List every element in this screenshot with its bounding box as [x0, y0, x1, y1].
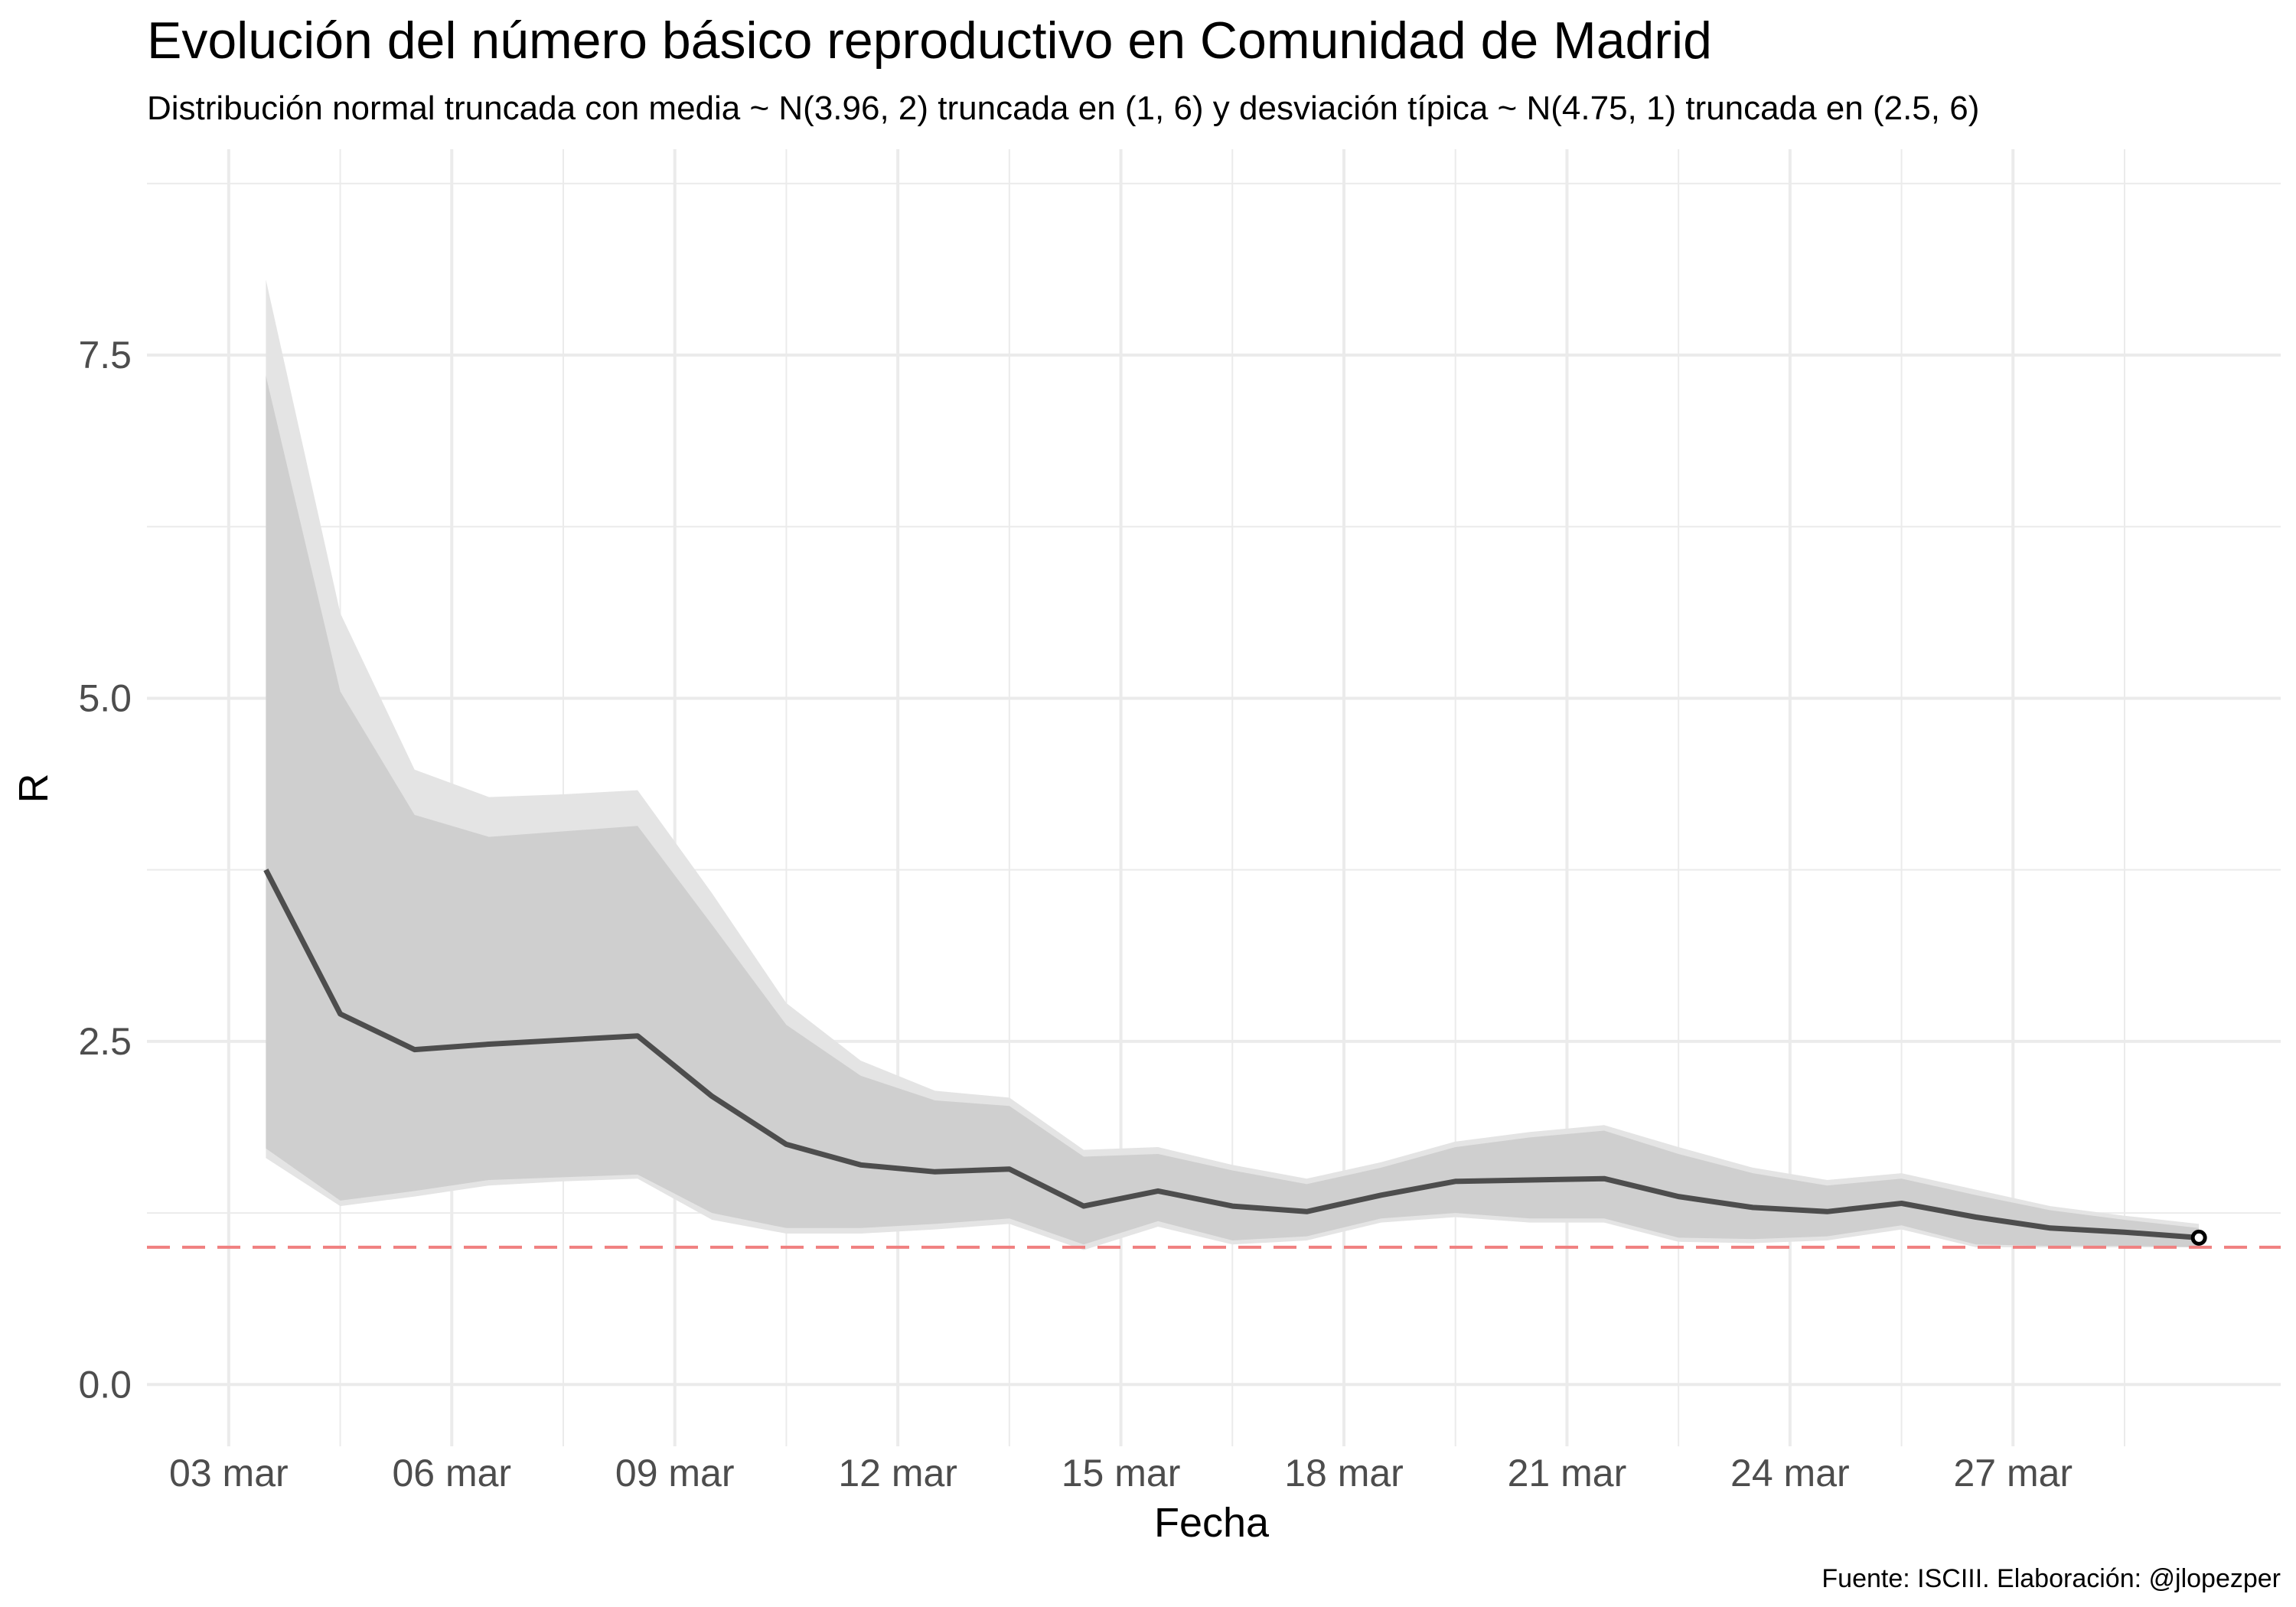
x-tick-label: 24 mar — [1730, 1452, 1850, 1495]
x-tick-label: 27 mar — [1953, 1452, 2073, 1495]
chart-title: Evolución del número básico reproductivo… — [147, 11, 1712, 70]
x-tick-label: 06 mar — [392, 1452, 511, 1495]
x-tick-label: 03 mar — [169, 1452, 289, 1495]
x-tick-label: 09 mar — [615, 1452, 735, 1495]
chart-subtitle: Distribución normal truncada con media ~… — [147, 90, 1979, 127]
x-axis-label: Fecha — [1154, 1500, 1270, 1546]
inner-interval-band — [266, 376, 2200, 1247]
mean-r-line — [263, 869, 2200, 1240]
y-tick-label: 2.5 — [78, 1020, 132, 1063]
y-tick-label: 5.0 — [78, 676, 132, 719]
x-tick-label: 15 mar — [1062, 1452, 1181, 1495]
x-tick-label: 18 mar — [1284, 1452, 1404, 1495]
x-tick-label: 12 mar — [838, 1452, 957, 1495]
last-point-marker — [2190, 1229, 2207, 1246]
x-tick-label: 21 mar — [1508, 1452, 1627, 1495]
plot-area: 03 mar 06 mar 09 mar 12 mar 15 mar 18 mar 21 m… — [78, 149, 2281, 1495]
y-axis-label: R — [11, 774, 57, 804]
y-tick-label: 0.0 — [78, 1363, 132, 1406]
y-tick-label: 7.5 — [78, 334, 132, 376]
chart-caption: Fuente: ISCIII. Elaboración: @jlopezper — [1821, 1564, 2281, 1593]
